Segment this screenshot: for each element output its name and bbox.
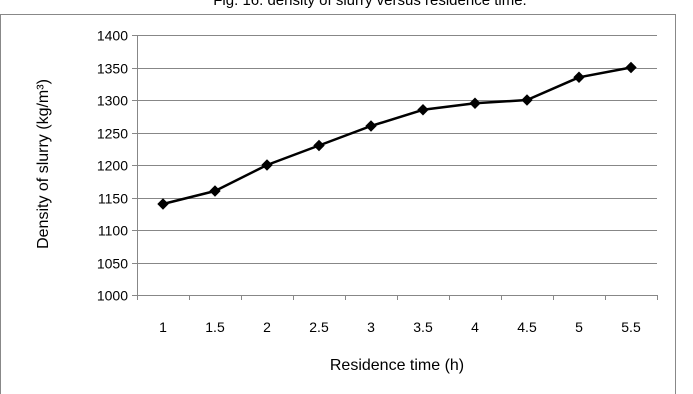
y-tick-label: 1300: [97, 93, 128, 109]
chart-title: Fig. 16. density of slurry versus reside…: [213, 0, 526, 9]
y-tick-label: 1200: [97, 158, 128, 174]
y-tick-label: 1150: [98, 191, 128, 207]
x-tick-label: 5.5: [621, 319, 641, 335]
x-tick-label: 1.5: [205, 319, 225, 335]
data-point-marker: [573, 71, 585, 83]
data-point-marker: [261, 159, 273, 171]
x-tick-labels: 1 1.5 2 2.5 3 3.5 4 4.5 5 5.5: [159, 319, 641, 335]
x-tick-label: 3.5: [413, 319, 433, 335]
y-tick-label: 1250: [97, 126, 128, 142]
y-tick-label: 1100: [98, 223, 128, 239]
axes: [132, 35, 658, 300]
x-tick-label: 2: [263, 319, 271, 335]
y-tick-labels: 1000 1050 1100 1150 1200 1250 1300 1350 1400: [97, 28, 128, 304]
gridlines: [137, 35, 657, 264]
x-axis-title: Residence time (h): [330, 357, 464, 374]
series-line: [162, 66, 632, 206]
data-point-marker: [313, 139, 325, 152]
series-density: [157, 61, 637, 210]
data-point-marker: [157, 198, 169, 210]
x-tick-label: 5: [575, 319, 583, 335]
x-tick-label: 2.5: [309, 319, 329, 335]
data-point-marker: [365, 120, 377, 132]
data-point-marker: [521, 94, 533, 106]
x-tick-label: 4: [471, 319, 479, 335]
y-axis-title: Density of slurry (kg/m³): [35, 79, 52, 249]
data-point-marker: [469, 97, 481, 109]
y-tick-label: 1350: [97, 61, 128, 77]
data-point-marker: [417, 104, 429, 116]
y-tick-label: 1050: [97, 256, 128, 272]
chart-frame: [0, 14, 676, 394]
data-point-marker: [625, 61, 637, 74]
x-tick-label: 4.5: [517, 319, 537, 335]
y-tick-label: 1400: [97, 28, 128, 44]
x-tick-label: 1: [159, 319, 167, 335]
y-tick-label: 1000: [97, 288, 128, 304]
data-point-marker: [209, 185, 221, 197]
x-tick-label: 3: [367, 319, 375, 335]
